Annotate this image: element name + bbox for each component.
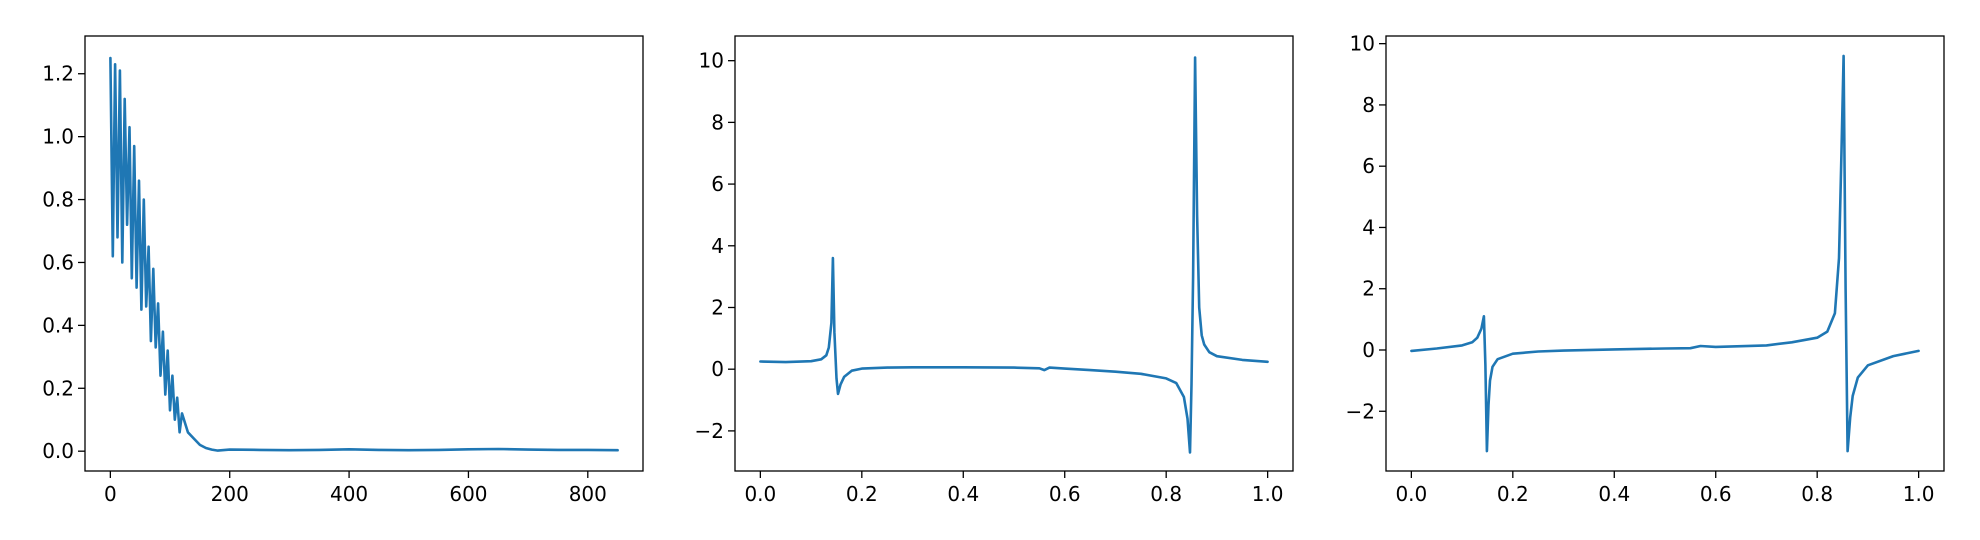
x-tick-label: 0.6: [1700, 482, 1732, 506]
y-tick-label: 0.0: [42, 439, 74, 463]
chart-panel-2: 0.0 0.2 0.4 0.6 0.8 1.0 −2 0 2 4 6 8 10: [695, 35, 1294, 506]
series-line-1: [1410, 54, 1920, 453]
x-tick-label: 0.8: [1801, 482, 1833, 506]
y-tick-label: 2: [711, 295, 724, 319]
x-tick-label: 400: [330, 482, 368, 506]
y-tick-label: −2: [1346, 399, 1375, 423]
y-tick-label: 0.6: [42, 250, 74, 274]
y-tick-label: 1.0: [42, 125, 74, 149]
y-tick-label: 0.8: [42, 188, 74, 212]
y-tick-label: 8: [1362, 93, 1375, 117]
x-tick-label: 600: [449, 482, 487, 506]
y-tick-label: 8: [711, 110, 724, 134]
y-tick-label: −2: [695, 419, 724, 443]
x-tick-label: 800: [569, 482, 607, 506]
y-tick-label: 10: [699, 49, 724, 73]
x-tick-label: 0.0: [744, 482, 776, 506]
y-tick-label: 0.4: [42, 313, 74, 337]
y-tick-label: 0.2: [42, 376, 74, 400]
y-tick-label: 1.2: [42, 62, 74, 86]
y-tick-label: 10: [1350, 32, 1375, 56]
x-tick-label: 0.4: [1598, 482, 1630, 506]
y-tick-label: 2: [1362, 277, 1375, 301]
axes-frame: [84, 35, 644, 472]
chart-panel-3: 0.0 0.2 0.4 0.6 0.8 1.0 −2 0 2 4 6 8 10: [1346, 32, 1945, 506]
x-tick-label: 0.4: [947, 482, 979, 506]
chart-panel-1: 0 200 400 600 800 0.0 0.2 0.4 0.6 0.8 1.0 1.2: [42, 35, 644, 506]
axes-frame: [734, 35, 1294, 472]
y-tick-label: 6: [1362, 154, 1375, 178]
x-tick-label: 0.0: [1395, 482, 1427, 506]
y-tick-label: 6: [711, 172, 724, 196]
y-tick-label: 4: [711, 234, 724, 258]
y-tick-label: 0: [1362, 338, 1375, 362]
x-tick-label: 0.6: [1049, 482, 1081, 506]
x-tick-label: 0.2: [846, 482, 878, 506]
x-tick-label: 0: [104, 482, 117, 506]
y-tick-label: 0: [711, 357, 724, 381]
axes-frame: [1385, 35, 1945, 472]
series-line-1: [759, 56, 1269, 454]
x-tick-label: 1.0: [1903, 482, 1935, 506]
x-tick-label: 0.2: [1497, 482, 1529, 506]
y-tick-label: 4: [1362, 215, 1375, 239]
x-tick-label: 200: [211, 482, 249, 506]
x-tick-label: 0.8: [1150, 482, 1182, 506]
series-line-1: [109, 56, 619, 452]
x-tick-label: 1.0: [1252, 482, 1284, 506]
